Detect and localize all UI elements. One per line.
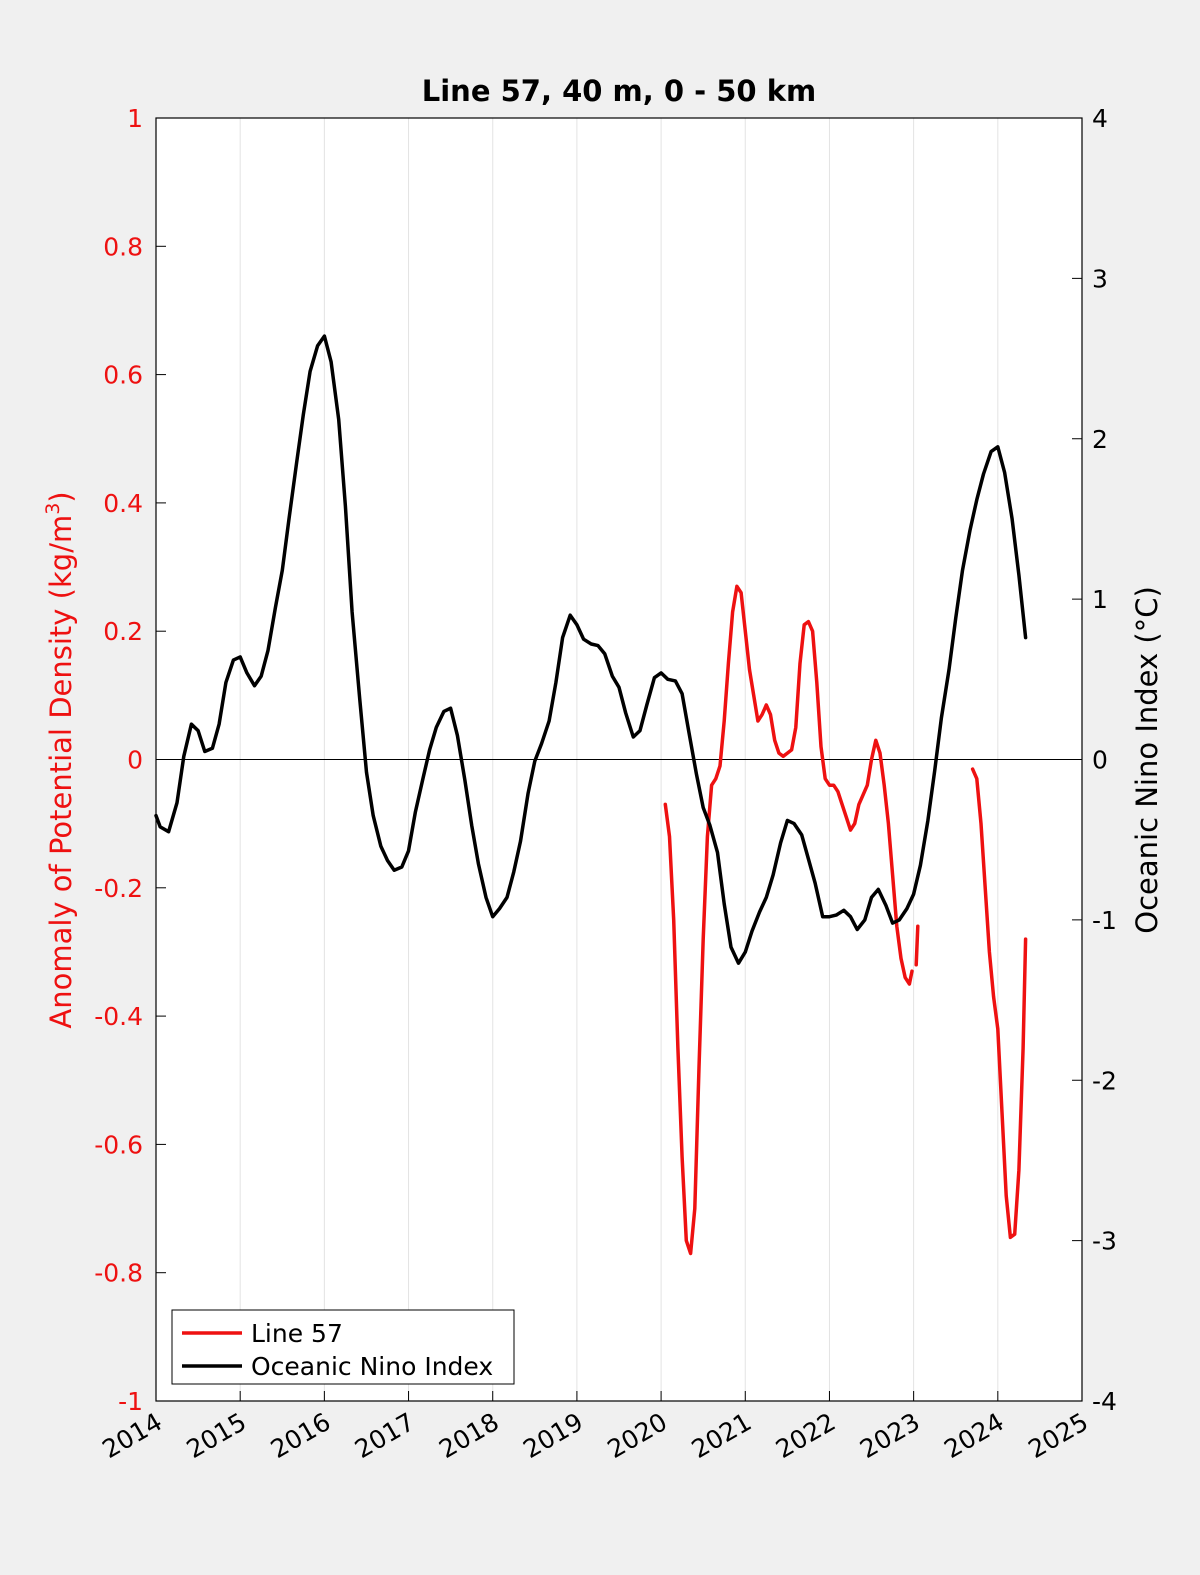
right-axis-label: Oceanic Nino Index (°C) bbox=[1130, 586, 1164, 934]
right-tick-label: 3 bbox=[1092, 264, 1108, 293]
left-tick-label: -0.4 bbox=[94, 1002, 143, 1031]
right-tick-label: -3 bbox=[1092, 1227, 1117, 1256]
left-tick-label: -0.8 bbox=[94, 1259, 143, 1288]
series-oni-line bbox=[154, 334, 1028, 965]
left-y-axis: -1 -0.8 -0.6 -0.4 -0.2 0 0.2 0.4 0.6 0.8 1 bbox=[94, 104, 166, 1416]
left-tick-label: 0.6 bbox=[103, 361, 143, 390]
right-tick-label: 4 bbox=[1092, 104, 1108, 133]
right-tick-label: 0 bbox=[1092, 746, 1108, 775]
series-line57-line bbox=[970, 767, 1028, 1240]
left-tick-label: 1 bbox=[127, 104, 143, 133]
right-tick-label: 1 bbox=[1092, 585, 1108, 614]
left-tick-label: 0 bbox=[127, 746, 143, 775]
left-tick-label: 0.2 bbox=[103, 617, 143, 646]
legend: Line 57 Oceanic Nino Index bbox=[171, 1309, 515, 1385]
legend-box bbox=[171, 1309, 515, 1385]
series-line57-line bbox=[663, 584, 914, 1256]
legend-label-oni: Oceanic Nino Index bbox=[251, 1352, 493, 1381]
right-tick-label: 2 bbox=[1092, 425, 1108, 454]
legend-label-line57: Line 57 bbox=[251, 1319, 343, 1348]
chart-title: Line 57, 40 m, 0 - 50 km bbox=[422, 74, 816, 108]
left-axis-label: Anomaly of Potential Density (kg/m3) bbox=[42, 491, 78, 1028]
left-tick-label: -0.6 bbox=[94, 1130, 143, 1159]
left-tick-label: -1 bbox=[118, 1387, 143, 1416]
left-tick-label: 0.8 bbox=[103, 232, 143, 261]
series-layer bbox=[154, 334, 1028, 1256]
left-tick-label: -0.2 bbox=[94, 874, 143, 903]
series-line57-line bbox=[914, 924, 920, 967]
right-tick-label: -4 bbox=[1092, 1387, 1117, 1416]
left-tick-label: 0.4 bbox=[103, 489, 143, 518]
right-tick-label: -2 bbox=[1092, 1066, 1117, 1095]
right-tick-label: -1 bbox=[1092, 906, 1117, 935]
right-y-axis: -4 -3 -2 -1 0 1 2 3 4 bbox=[1072, 104, 1117, 1416]
